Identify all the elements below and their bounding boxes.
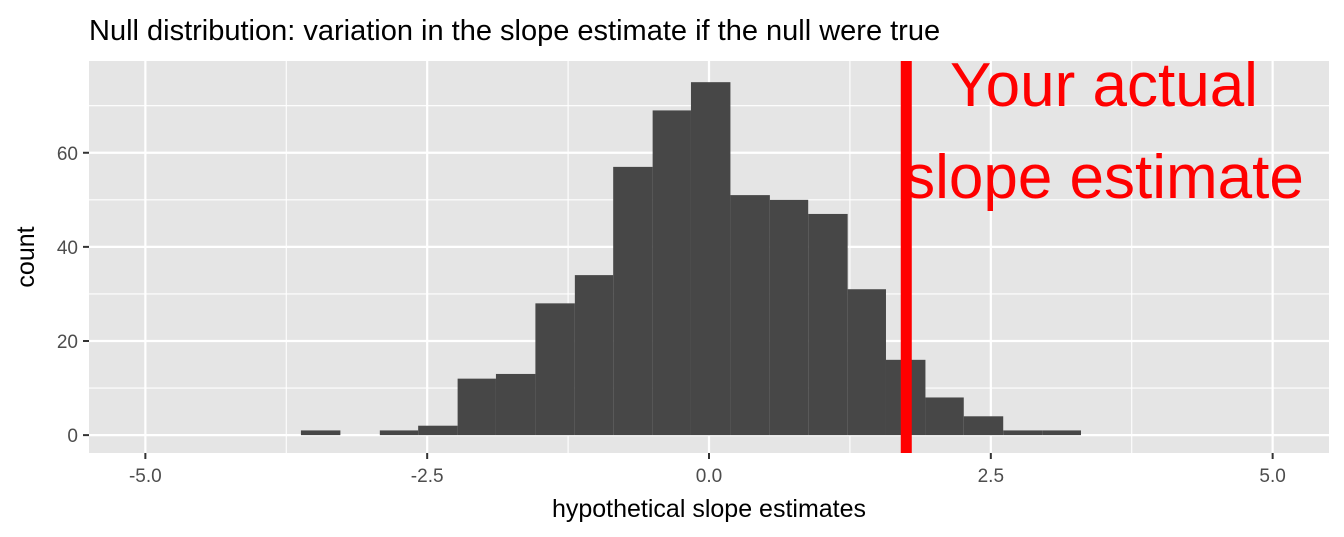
histogram-bar: [300, 430, 341, 436]
histogram-bar: [418, 425, 458, 436]
histogram-bar: [379, 430, 419, 436]
annotation-line-1: Your actual: [950, 51, 1258, 120]
histogram-bar: [730, 195, 770, 436]
x-tick-label: -5.0: [129, 466, 162, 487]
y-tick-label: 20: [57, 332, 78, 353]
x-tick-label: 5.0: [1259, 466, 1285, 487]
y-tick-label: 40: [57, 238, 78, 259]
histogram-bar: [963, 416, 1004, 436]
x-tick-label: 0.0: [696, 466, 722, 487]
histogram-bar: [574, 275, 614, 436]
chart-title: Null distribution: variation in the slop…: [89, 15, 940, 47]
annotation-line-2: slope estimate: [904, 143, 1304, 212]
y-axis-title: count: [12, 226, 40, 287]
x-tick-label: 2.5: [978, 466, 1004, 487]
histogram-bar: [1003, 430, 1043, 436]
histogram-bar: [1042, 430, 1081, 436]
histogram-bar: [535, 303, 575, 436]
annotation: Your actual slope estimate: [904, 51, 1304, 212]
histogram-bar: [808, 213, 848, 436]
x-tick-label: -2.5: [411, 466, 444, 487]
histogram-bar: [495, 373, 536, 436]
histogram-bar: [847, 289, 886, 436]
x-axis-title: hypothetical slope estimates: [552, 495, 866, 523]
histogram-bar: [769, 199, 809, 436]
histogram-bar: [690, 82, 731, 436]
y-tick-label: 0: [67, 426, 78, 447]
histogram-bar: [457, 378, 496, 436]
histogram-bar: [925, 397, 964, 436]
histogram-bar: [613, 166, 653, 436]
y-tick-label: 60: [57, 144, 78, 165]
histogram-bars: [300, 82, 1081, 436]
y-axis: 0 20 40 60: [57, 144, 89, 447]
histogram-bar: [652, 110, 691, 436]
x-axis: -5.0 -2.5 0.0 2.5 5.0: [129, 453, 1286, 487]
